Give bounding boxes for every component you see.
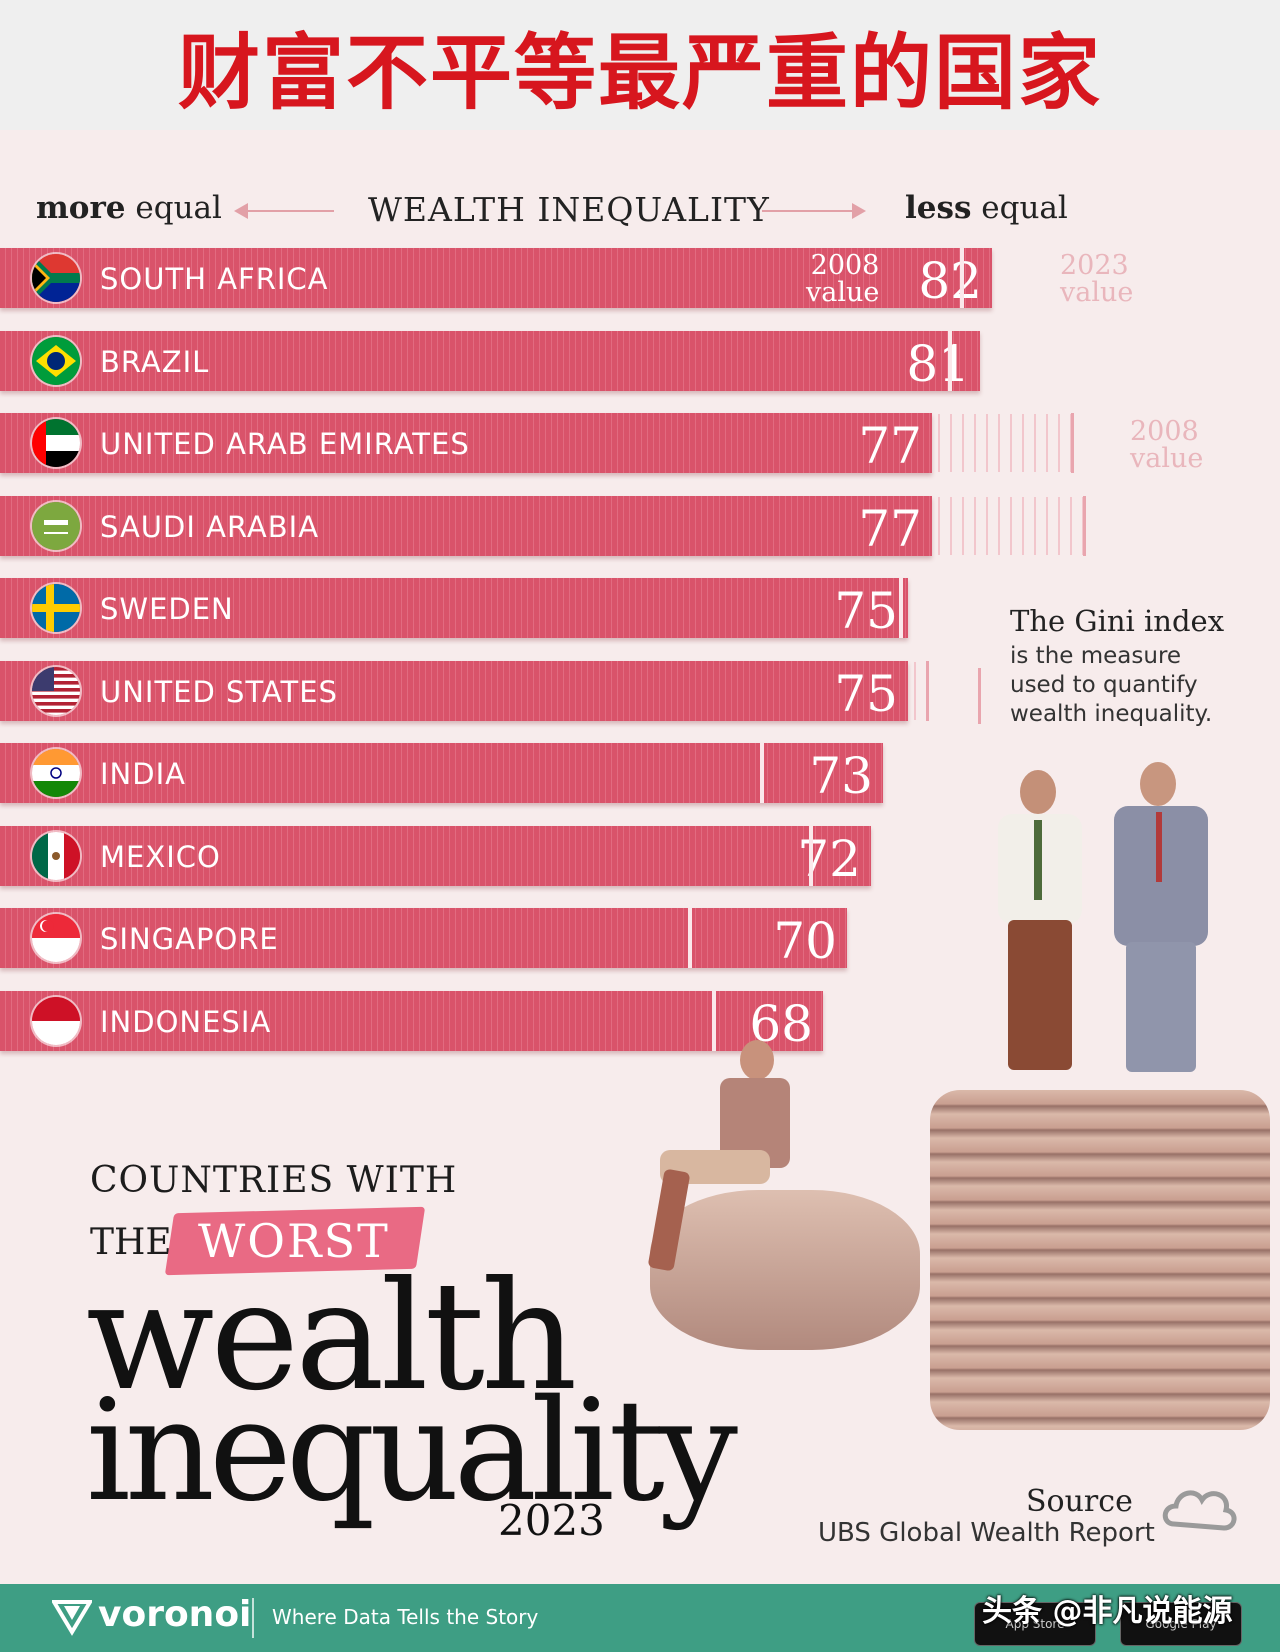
marker-2008 [1083,495,1086,556]
marker-2008 [809,825,813,886]
voronoi-logo-icon [52,1600,92,1636]
country-label: BRAZIL [100,344,210,379]
flag-south-africa-icon [32,254,80,302]
coin-stack-large [930,1090,1270,1430]
gini-divider [978,668,981,724]
value-label: 77 [858,499,922,558]
country-label: UNITED ARAB EMIRATES [100,427,470,461]
title-wealth: wealth [86,1250,577,1424]
country-label: SOUTH AFRICA [100,262,329,296]
axis-right-label: less equal [905,190,1068,226]
footer-divider [252,1598,254,1638]
value-label: 72 [797,829,861,888]
footer-brand: voronoi [98,1594,252,1635]
axis-right-bold: less [905,190,972,226]
value-label: 75 [834,582,898,640]
title-the: THE [90,1222,172,1263]
standing-figure-right [1108,762,1218,1080]
marker-2008 [1071,413,1074,473]
bar-indonesia: INDONESIA 68 [0,990,823,1053]
app-store-badge[interactable]: App Store [974,1602,1096,1646]
coin-stack-small [650,1190,920,1350]
gini-title: The Gini index [1010,604,1225,638]
country-label: UNITED STATES [100,674,338,709]
bar-india: INDIA 73 [0,743,883,805]
cloud-logo-icon [1162,1490,1237,1531]
bar-sweden: SWEDEN 75 [0,578,908,640]
flag-brazil-icon [32,336,80,385]
bar-singapore: SINGAPORE 70 [0,908,847,970]
title-worst: WORST [198,1214,390,1268]
value-label: 73 [809,747,873,805]
gini-description: is the measure used to quantify wealth i… [1010,643,1213,727]
axis-left-rest: equal [125,190,222,226]
bar-united-states: UNITED STATES 75 [0,660,908,723]
title-line1: COUNTRIES WITH [90,1160,458,1201]
title-year: 2023 [498,1496,605,1545]
marker-2008 [712,990,716,1051]
footer-bar: voronoi Where Data Tells the Story App S… [0,1584,1280,1652]
bar-mexico: MEXICO 72 [0,825,871,888]
axis-left-bold: more [36,190,126,226]
google-play-badge[interactable]: Google Play [1120,1602,1242,1646]
flag-usa-icon [32,666,80,715]
value-label: 75 [834,664,898,723]
flag-saudi-arabia-icon [32,501,80,550]
source-value: UBS Global Wealth Report [818,1518,1155,1548]
banner-title: 财富不平等最严重的国家 [177,25,1102,121]
country-label: SWEDEN [100,592,234,626]
marker-2008 [926,660,929,721]
marker-2008 [948,330,952,391]
annotation-2023-value: 2023 value [1060,250,1134,308]
bar-saudi-arabia: SAUDI ARABIA 77 [0,495,932,558]
title-inequality: inequality [86,1370,738,1533]
arrow-left-icon [234,203,334,219]
flag-sweden-icon [32,584,80,632]
flag-uae-icon [32,419,80,467]
value-label: 77 [858,417,922,475]
footer-tagline: Where Data Tells the Story [272,1605,539,1629]
arrow-right-icon [762,203,866,219]
country-label: MEXICO [100,839,221,874]
source-label: Source [1026,1484,1133,1519]
bar-united-arab-emirates: UNITED ARAB EMIRATES 77 [0,413,932,475]
ghost-bar-2008 [938,414,1071,472]
country-label: INDONESIA [100,1004,272,1039]
country-label: INDIA [100,757,186,791]
seated-figure [640,1040,790,1280]
ghost-bar-2008 [938,496,1083,555]
axis-title: WEALTH INEQUALITY [368,190,770,229]
watermark: 头条 @非凡说能源 [982,1594,1233,1629]
value-label: 81 [906,334,970,393]
ghost-bar-2008 [914,661,926,720]
bar-chart: SOUTH AFRICA 82 BRAZIL 81 UNITED ARAB EMIRAT… [0,248,1204,1053]
flag-indonesia-icon [32,996,80,1045]
bar-brazil: BRAZIL 81 [0,330,980,393]
marker-2008 [899,578,903,638]
standing-figure-left [990,770,1100,1080]
title-banner: 财富不平等最严重的国家 [0,0,1280,130]
country-label: SAUDI ARABIA [100,509,320,544]
marker-2008 [760,743,764,803]
country-label: SINGAPORE [100,922,279,956]
axis-right-rest: equal [971,190,1068,226]
bar-south-africa: SOUTH AFRICA 82 [0,248,992,310]
axis-header: more equal WEALTH INEQUALITY less equal [0,180,1100,240]
value-label: 82 [918,252,982,310]
annotation-2008-value-in: 2008 value [806,250,880,308]
flag-mexico-icon [32,831,80,880]
value-label: 70 [773,912,837,970]
marker-2008 [688,908,692,968]
flag-india-icon [32,749,80,797]
annotation-2008-value-out: 2008 value [1130,416,1204,474]
marker-2008 [960,248,964,308]
axis-left-label: more equal [36,190,222,226]
flag-singapore-icon [32,914,80,962]
